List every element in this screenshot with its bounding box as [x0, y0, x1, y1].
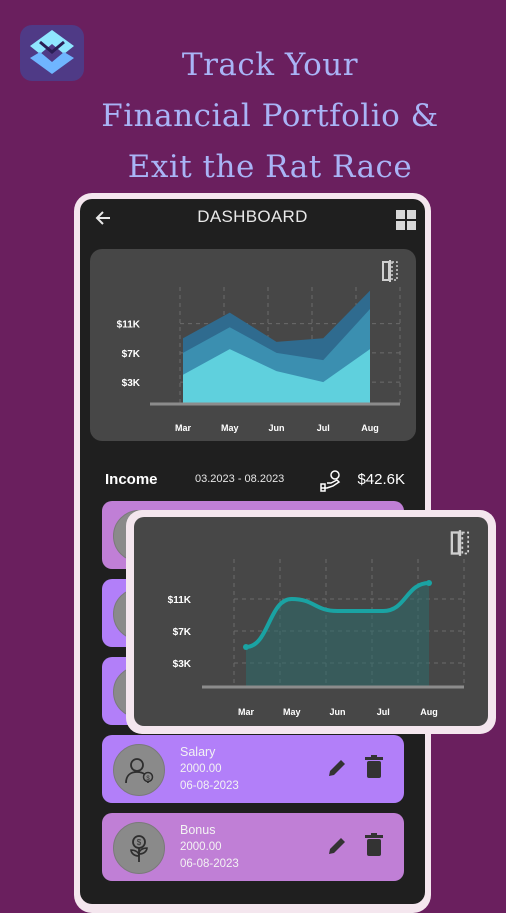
- series-area: [183, 349, 370, 404]
- zoomed-chart-panel: $11K $7K $3K Mar May Jun Jul Aug: [134, 517, 488, 726]
- income-chart-card: $11K $7K $3K Mar May Jun Jul Aug: [90, 249, 416, 441]
- item-amount: 2000.00: [180, 763, 222, 775]
- zoomed-chart-card: $11K $7K $3K Mar May Jun Jul Aug: [126, 510, 496, 734]
- income-total: $42.6K: [357, 471, 405, 488]
- grid-icon[interactable]: [395, 209, 417, 236]
- income-label: Income: [105, 471, 158, 488]
- list-item-salary[interactable]: $ Salary 2000.00 06-08-2023: [102, 735, 404, 803]
- edit-icon[interactable]: [326, 757, 348, 784]
- area-chart: $11K $7K $3K Mar May Jun Jul Aug: [117, 287, 401, 433]
- money-plant-icon: $: [113, 822, 165, 874]
- x-tick-label: May: [221, 423, 239, 433]
- compare-icon[interactable]: [446, 529, 474, 562]
- x-tick-label: Mar: [238, 707, 255, 717]
- item-title: Salary: [180, 745, 216, 759]
- headline-line-2: Financial Portfolio &: [101, 98, 439, 134]
- x-tick-label: Jun: [268, 423, 284, 433]
- series-line: [244, 581, 431, 649]
- money-hand-icon: [319, 470, 343, 497]
- svg-text:$: $: [137, 838, 142, 847]
- top-bar: DASHBOARD: [80, 199, 425, 239]
- x-tick-label: Aug: [361, 423, 379, 433]
- series-area: [246, 583, 429, 687]
- income-date-range: 03.2023 - 08.2023: [195, 473, 285, 485]
- page-title: DASHBOARD: [197, 207, 308, 226]
- app-logo: [18, 22, 86, 84]
- income-summary: Income 03.2023 - 08.2023 $42.6K: [105, 470, 405, 497]
- line-area-chart: $11K $7K $3K Mar May Jun Jul Aug: [168, 559, 465, 717]
- arrow-left-icon[interactable]: [92, 207, 114, 234]
- x-tick-label: Jul: [377, 707, 390, 717]
- y-tick-label: $11K: [117, 320, 141, 331]
- delete-icon[interactable]: [364, 755, 384, 784]
- data-point: [243, 644, 249, 650]
- promo-headline: Track Your Financial Portfolio & Exit th…: [60, 40, 480, 193]
- item-title: Bonus: [180, 823, 216, 837]
- edit-icon[interactable]: [326, 835, 348, 862]
- x-tick-label: Jun: [329, 707, 345, 717]
- y-tick-label: $3K: [122, 378, 141, 389]
- x-tick-label: Mar: [175, 423, 192, 433]
- y-tick-label: $7K: [173, 627, 192, 638]
- headline-line-1: Track Your: [181, 47, 359, 83]
- x-tick-label: Aug: [420, 707, 438, 717]
- item-date: 06-08-2023: [180, 780, 239, 792]
- x-tick-label: May: [283, 707, 301, 717]
- item-date: 06-08-2023: [180, 858, 239, 870]
- compare-icon[interactable]: [378, 259, 402, 288]
- delete-icon[interactable]: [364, 833, 384, 862]
- y-tick-label: $7K: [122, 349, 141, 360]
- list-item-bonus[interactable]: $ Bonus 2000.00 06-08-2023: [102, 813, 404, 881]
- data-point: [426, 580, 432, 586]
- worker-icon: $: [113, 744, 165, 796]
- y-tick-label: $3K: [173, 659, 192, 670]
- item-amount: 2000.00: [180, 841, 222, 853]
- y-tick-label: $11K: [168, 595, 192, 606]
- headline-line-3: Exit the Rat Race: [127, 149, 413, 185]
- svg-text:$: $: [146, 776, 150, 782]
- x-tick-label: Jul: [317, 423, 330, 433]
